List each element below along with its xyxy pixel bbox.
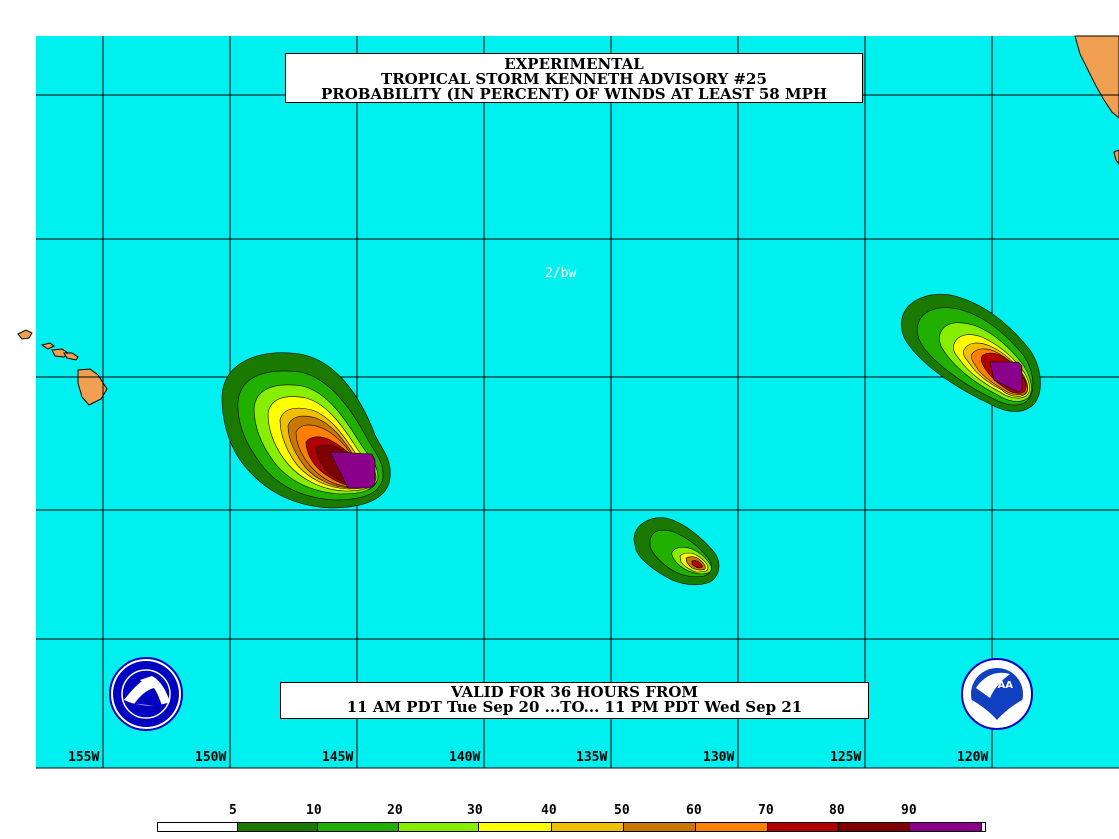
longitude-label: 155W — [68, 750, 100, 765]
legend-label: 80 — [829, 803, 845, 818]
legend-swatch — [624, 823, 696, 831]
hawaii-islands — [17, 329, 108, 406]
legend-swatch — [696, 823, 768, 831]
longitude-label: 135W — [576, 750, 608, 765]
longitude-label: 145W — [322, 750, 354, 765]
legend-label: 60 — [686, 803, 702, 818]
forecaster-initials: 2/bw — [545, 266, 577, 281]
legend-swatch — [158, 823, 238, 831]
legend-swatch — [839, 823, 910, 831]
legend-label: 50 — [614, 803, 630, 818]
nws-logo — [109, 657, 183, 731]
longitude-label: 150W — [195, 750, 227, 765]
legend-swatch — [479, 823, 552, 831]
legend-label: 10 — [306, 803, 322, 818]
legend-swatch — [238, 823, 318, 831]
noaa-logo-text: NOAA — [981, 680, 1013, 691]
ocean-area — [36, 36, 1119, 768]
valid-line-hours: VALID FOR 36 HOURS FROM — [450, 683, 699, 701]
legend-label: 30 — [467, 803, 483, 818]
probability-contours-east — [900, 293, 1041, 412]
title-line-probability: PROBABILITY (IN PERCENT) OF WINDS AT LEA… — [320, 85, 828, 103]
legend-swatch — [910, 823, 982, 831]
grid-lines — [36, 36, 1119, 769]
noaa-logo: NOAA — [961, 658, 1033, 730]
legend-color-bar — [157, 822, 986, 832]
probability-contours-south — [633, 517, 720, 586]
legend-label: 5 — [229, 803, 237, 818]
title-line-advisory: TROPICAL STORM KENNETH ADVISORY #25 — [381, 70, 767, 88]
mexico-coast — [1074, 35, 1119, 165]
legend-swatch — [768, 823, 839, 831]
valid-period-box: VALID FOR 36 HOURS FROM 11 AM PDT Tue Se… — [280, 682, 869, 719]
longitude-label: 120W — [957, 750, 989, 765]
valid-line-times: 11 AM PDT Tue Sep 20 ...TO... 11 PM PDT … — [346, 698, 803, 716]
legend-label: 20 — [387, 803, 403, 818]
legend-label: 90 — [901, 803, 917, 818]
legend-label: 40 — [541, 803, 557, 818]
probability-contours-main — [221, 352, 391, 509]
advisory-title-box: EXPERIMENTAL TROPICAL STORM KENNETH ADVI… — [285, 53, 863, 103]
longitude-label: 125W — [830, 750, 862, 765]
legend-label: 70 — [758, 803, 774, 818]
legend-swatch — [552, 823, 624, 831]
legend-swatch — [318, 823, 399, 831]
legend-swatch — [399, 823, 479, 831]
title-line-experimental: EXPERIMENTAL — [504, 55, 644, 73]
longitude-label: 140W — [449, 750, 481, 765]
longitude-label: 130W — [703, 750, 735, 765]
